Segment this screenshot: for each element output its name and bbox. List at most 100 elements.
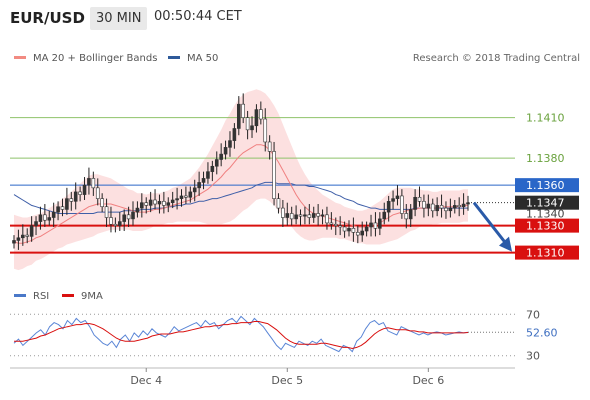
candle — [448, 207, 453, 212]
candle — [214, 159, 219, 167]
candle — [166, 202, 171, 206]
candle — [457, 205, 461, 208]
rsi-tick-label: 70 — [526, 308, 540, 321]
candle — [378, 218, 382, 229]
level-label-box — [515, 245, 579, 260]
ma50-line — [13, 181, 468, 214]
level-label: 1.1310 — [515, 245, 579, 260]
candle — [267, 141, 272, 152]
level-label-box — [515, 151, 579, 166]
rsi-line — [13, 315, 469, 353]
candle — [236, 103, 241, 129]
timeframe-button[interactable]: 30 MIN — [90, 7, 148, 30]
candle — [342, 226, 347, 232]
candle — [201, 178, 206, 183]
candle — [382, 211, 387, 220]
candle — [364, 226, 369, 232]
candle — [206, 171, 210, 179]
candle — [153, 199, 157, 205]
candle — [439, 205, 444, 209]
candle — [413, 196, 417, 210]
current-price-label: 1.1340 — [526, 208, 565, 221]
candle — [294, 214, 298, 220]
level-label-box — [515, 178, 579, 193]
candle — [179, 195, 184, 199]
candle — [126, 214, 131, 220]
candle — [21, 234, 25, 239]
candle — [192, 187, 197, 193]
candle — [276, 198, 281, 209]
last-price-box — [515, 195, 579, 210]
candle — [373, 222, 378, 229]
time-label: 00:50:44 CET — [154, 9, 242, 24]
level-label-text: 1.1410 — [526, 112, 565, 125]
candle — [47, 217, 52, 221]
candle — [338, 225, 342, 228]
candle — [210, 165, 215, 172]
x-axis-tick-label: Dec 5 — [271, 374, 303, 387]
candle — [386, 201, 391, 213]
candle — [232, 128, 237, 141]
candle — [228, 140, 232, 148]
candle — [272, 151, 276, 199]
rsi-ma9-line — [14, 321, 469, 350]
candle — [298, 214, 303, 217]
candle — [395, 195, 400, 199]
candle — [219, 153, 223, 160]
candle — [223, 147, 228, 155]
candle — [157, 201, 162, 205]
level-label-text: 1.1360 — [526, 179, 565, 192]
candle — [117, 221, 122, 226]
candle — [356, 232, 360, 236]
candle — [135, 207, 140, 213]
candle — [184, 195, 188, 198]
candle — [408, 209, 413, 220]
candle — [43, 214, 47, 221]
candle — [422, 201, 426, 209]
candle — [289, 213, 294, 220]
candle — [170, 199, 175, 203]
candle — [333, 223, 338, 226]
candle — [404, 213, 409, 220]
forecast-arrow-head — [499, 236, 512, 252]
chart-header: EUR/USD 30 MIN 00:50:44 CET — [0, 0, 590, 40]
candle — [78, 191, 82, 195]
candle — [461, 203, 466, 208]
candle — [254, 109, 259, 127]
rsi-legend-swatch — [14, 294, 26, 297]
candles — [12, 93, 470, 250]
candle — [104, 206, 109, 218]
candle — [95, 187, 100, 199]
candle — [316, 213, 320, 217]
ma20-line — [13, 144, 468, 244]
candle — [281, 207, 285, 218]
level-label-text: 1.1330 — [526, 220, 565, 233]
candle — [162, 201, 166, 206]
candle — [452, 205, 457, 209]
candle — [250, 125, 254, 131]
candle — [56, 206, 60, 213]
x-axis-tick-label: Dec 6 — [412, 374, 444, 387]
candle — [369, 222, 373, 228]
candle — [12, 240, 16, 244]
candle — [351, 228, 356, 233]
candle — [430, 203, 435, 212]
legend-swatch — [168, 56, 180, 59]
candle — [417, 196, 422, 202]
candle — [69, 198, 74, 202]
candle — [435, 205, 439, 212]
candle — [197, 182, 201, 189]
level-label-text: 1.1310 — [526, 247, 565, 260]
candle — [60, 206, 65, 210]
price-chart-area: MA 20 + Bollinger Bands MA 50 Research © 2… — [10, 53, 580, 387]
candle — [25, 234, 30, 237]
bollinger-band — [14, 89, 468, 271]
legend-label: MA 50 — [187, 53, 218, 64]
candle — [307, 214, 312, 218]
forecast-arrow — [472, 201, 508, 245]
candle — [113, 223, 118, 226]
candle — [360, 230, 365, 236]
legend-label: MA 20 + Bollinger Bands — [33, 53, 157, 64]
level-label: 1.1330 — [515, 218, 579, 233]
candle — [34, 221, 38, 226]
